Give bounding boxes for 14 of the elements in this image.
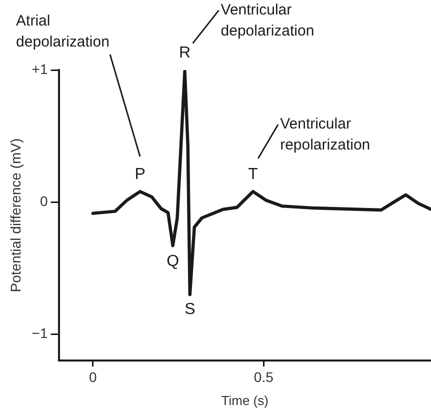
y-axis-title: Potential difference (mV): [7, 138, 24, 292]
annotation: Ventricular repolarization: [280, 116, 370, 154]
annotation: P: [134, 166, 146, 183]
annotation: T: [248, 166, 258, 183]
annotation: R: [178, 44, 191, 62]
y-tick-label: −1: [32, 325, 48, 342]
x-tick-label: 0.5: [254, 368, 274, 385]
text: Ventricular depolarization: [220, 1, 314, 40]
annotation: Q: [166, 253, 180, 270]
text: Atrial depolarization: [16, 12, 110, 51]
y-tick-label: +1: [32, 60, 48, 77]
y-tick-label: 0: [40, 192, 48, 209]
x-axis-title: Time (s): [221, 392, 268, 408]
annotation: S: [184, 300, 196, 318]
